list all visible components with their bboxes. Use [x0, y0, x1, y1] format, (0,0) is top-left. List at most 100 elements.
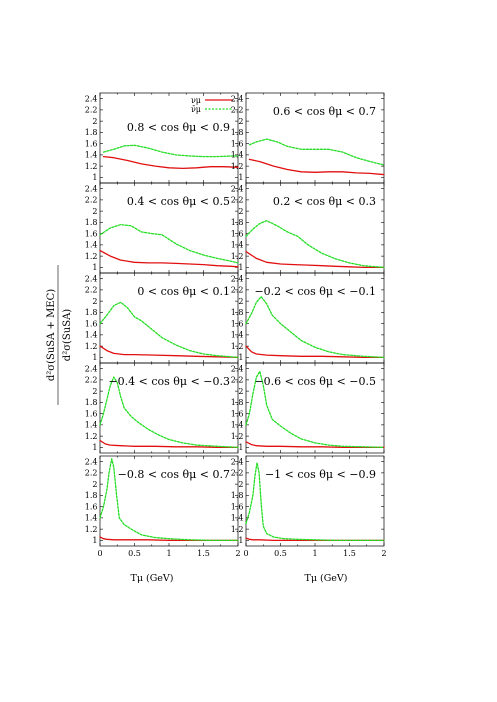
y-axis-title-numerator: d²σ(SuSA + MEC) [46, 289, 57, 381]
y-tick-label: 2.4 [85, 184, 98, 193]
y-tick-label: 1 [238, 443, 243, 452]
y-tick-label: 1.4 [231, 514, 244, 523]
y-tick-label: 1.8 [231, 398, 244, 407]
y-tick-label: 2 [92, 387, 97, 396]
x-tick-label: 0.5 [128, 549, 141, 558]
x-tick-label: 1.5 [197, 549, 210, 558]
y-tick-label: 1.6 [231, 319, 244, 328]
panel-label: 0.4 < cos θμ < 0.5 [127, 195, 230, 208]
y-tick-label: 2 [238, 297, 243, 306]
panel-7: 1 1.2 1.4 1.6 1.8 2 2.2 2.4 −0.4 < cos θμ < −0.3 [85, 362, 239, 454]
y-tick-label: 1.2 [85, 432, 98, 441]
y-tick-label: 2.4 [231, 364, 244, 373]
y-tick-label: 1.8 [85, 128, 98, 137]
y-tick-label: 2 [92, 297, 97, 306]
x-tick-label: 0 [97, 549, 102, 558]
y-tick-label: 1.8 [85, 308, 98, 317]
panel-label: −0.6 < cos θμ < −0.5 [254, 375, 376, 388]
y-tick-label: 2.4 [85, 457, 98, 466]
series-line-antinu-mu [99, 458, 239, 542]
panel-label: −1 < cos θμ < −0.9 [265, 468, 376, 481]
panel-10: 1 1.2 1.4 1.6 1.8 2 2.2 2.4 0 0.5 1 1.5 2 −1 < cos θμ… [231, 455, 387, 558]
y-tick-label: 2.2 [85, 469, 98, 478]
y-tick-label: 2.2 [85, 106, 98, 115]
y-tick-label: 2 [238, 207, 243, 216]
x-tick-label: 1.5 [343, 549, 356, 558]
y-tick-label: 2 [238, 480, 243, 489]
panel-2: 1 1.2 1.4 1.6 1.8 2 2.2 2.4 0.6 < cos θμ < 0.7 [231, 92, 385, 184]
y-tick-label: 1 [92, 536, 97, 545]
panel-3: 1 1.2 1.4 1.6 1.8 2 2.2 2.4 0.4 < cos θμ < 0.5 [85, 182, 239, 274]
y-tick-label: 1.2 [231, 432, 244, 441]
y-tick-label: 1 [238, 263, 243, 272]
x-tick-label: 2 [235, 549, 240, 558]
x-tick-label: 1 [166, 549, 171, 558]
series-line-antinu-mu [245, 220, 385, 269]
y-tick-label: 2.2 [231, 196, 244, 205]
series-line-antinu-mu [245, 370, 385, 449]
panel-label: −0.2 < cos θμ < −0.1 [254, 285, 376, 298]
y-tick-label: 2.2 [231, 469, 244, 478]
y-tick-label: 1 [238, 536, 243, 545]
y-tick-label: 1 [92, 353, 97, 362]
y-tick-label: 1 [238, 353, 243, 362]
panel-label: 0 < cos θμ < 0.1 [137, 285, 230, 298]
y-tick-label: 2 [238, 387, 243, 396]
x-tick-label: 0 [243, 549, 248, 558]
panel-label: −0.8 < cos θμ < 0.7 [118, 468, 230, 481]
y-tick-label: 1.4 [85, 151, 98, 160]
series-line-nu-mu [99, 439, 239, 449]
series-line-nu-mu [245, 345, 385, 359]
y-tick-label: 1.2 [231, 162, 244, 171]
y-tick-label: 1.8 [85, 398, 98, 407]
y-tick-label: 1 [238, 173, 243, 182]
x-tick-label: 1 [312, 549, 317, 558]
y-tick-label: 1.6 [231, 229, 244, 238]
y-tick-label: 1.2 [231, 525, 244, 534]
y-tick-label: 1.6 [85, 229, 98, 238]
series-line-antinu-mu [248, 138, 385, 166]
y-tick-label: 2.2 [85, 196, 98, 205]
y-tick-label: 1.8 [231, 491, 244, 500]
panel-label: 0.2 < cos θμ < 0.3 [273, 195, 376, 208]
y-tick-label: 1.8 [85, 218, 98, 227]
legend-label: νμ [191, 96, 201, 105]
y-tick-label: 1.2 [85, 342, 98, 351]
series-line-antinu-mu [245, 462, 385, 542]
x-axis-title-left: Tμ (GeV) [130, 573, 173, 584]
y-tick-label: 1.6 [231, 502, 244, 511]
panel-1: 1 1.2 1.4 1.6 1.8 2 2.2 2.4 0.8 < cos θμ < 0.9 νμ… [85, 92, 239, 184]
panel-label: −0.4 < cos θμ < −0.3 [108, 375, 230, 388]
y-axis-title-denominator: d²σ(SuSA) [62, 309, 73, 362]
y-tick-label: 1 [92, 443, 97, 452]
y-tick-label: 1 [92, 173, 97, 182]
y-tick-label: 2.4 [85, 94, 98, 103]
y-tick-label: 1.6 [85, 319, 98, 328]
series-line-nu-mu [99, 345, 239, 359]
y-tick-label: 1.4 [231, 421, 244, 430]
panel-grid: 1 1.2 1.4 1.6 1.8 2 2.2 2.4 0.8 < cos θμ < 0.9 νμ… [85, 92, 387, 558]
series-line-nu-mu [245, 441, 385, 449]
y-tick-label: 1.2 [231, 342, 244, 351]
legend-label: ν̄μ [191, 105, 201, 114]
y-tick-label: 1.6 [85, 409, 98, 418]
y-tick-label: 2.2 [85, 376, 98, 385]
y-tick-label: 2 [92, 207, 97, 216]
y-tick-label: 1.4 [85, 421, 98, 430]
y-tick-label: 2.2 [231, 106, 244, 115]
series-line-antinu-mu [102, 144, 239, 158]
y-tick-label: 1.2 [85, 162, 98, 171]
y-tick-label: 1.4 [231, 331, 244, 340]
panel-4: 1 1.2 1.4 1.6 1.8 2 2.2 2.4 0.2 < cos θμ < 0.3 [231, 182, 385, 274]
y-tick-label: 1.8 [231, 128, 244, 137]
y-tick-label: 2 [238, 117, 243, 126]
y-tick-label: 1.6 [85, 139, 98, 148]
y-tick-label: 1.6 [231, 409, 244, 418]
y-tick-label: 2.4 [231, 184, 244, 193]
panel-5: 1 1.2 1.4 1.6 1.8 2 2.2 2.4 0 < cos θμ < 0.1 [85, 272, 239, 364]
y-tick-label: 2.2 [231, 286, 244, 295]
y-tick-label: 1.8 [231, 308, 244, 317]
y-tick-label: 2.2 [231, 376, 244, 385]
series-line-nu-mu [99, 249, 239, 268]
